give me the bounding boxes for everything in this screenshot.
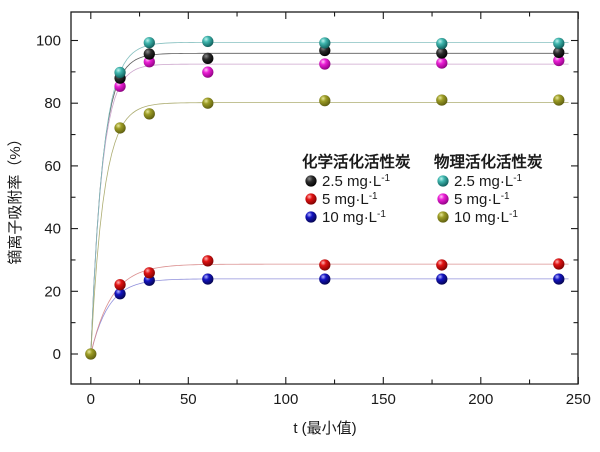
svg-text:100: 100 (273, 391, 298, 408)
svg-text:0: 0 (53, 346, 61, 363)
svg-text:50: 50 (180, 391, 197, 408)
svg-text:5 mg·L-1: 5 mg·L-1 (454, 191, 510, 209)
svg-text:10 mg·L-1: 10 mg·L-1 (322, 209, 386, 227)
svg-text:化学活化活性炭: 化学活化活性炭 (302, 152, 411, 171)
svg-text:80: 80 (44, 95, 61, 112)
svg-text:2.5 mg·L-1: 2.5 mg·L-1 (454, 173, 523, 191)
svg-text:10 mg·L-1: 10 mg·L-1 (454, 209, 518, 227)
svg-text:100: 100 (36, 33, 61, 50)
svg-text:物理活化活性炭: 物理活化活性炭 (434, 152, 543, 171)
svg-text:镝离子吸附率（%）: 镝离子吸附率（%） (6, 131, 24, 264)
svg-text:60: 60 (44, 158, 61, 175)
svg-text:200: 200 (468, 391, 493, 408)
svg-text:150: 150 (371, 391, 396, 408)
svg-text:2.5 mg·L-1: 2.5 mg·L-1 (322, 173, 391, 191)
svg-text:5 mg·L-1: 5 mg·L-1 (322, 191, 378, 209)
svg-text:250: 250 (566, 391, 591, 408)
svg-text:t (最小值): t (最小值) (293, 420, 356, 437)
svg-text:20: 20 (44, 283, 61, 300)
svg-text:0: 0 (87, 391, 95, 408)
svg-text:40: 40 (44, 221, 61, 238)
